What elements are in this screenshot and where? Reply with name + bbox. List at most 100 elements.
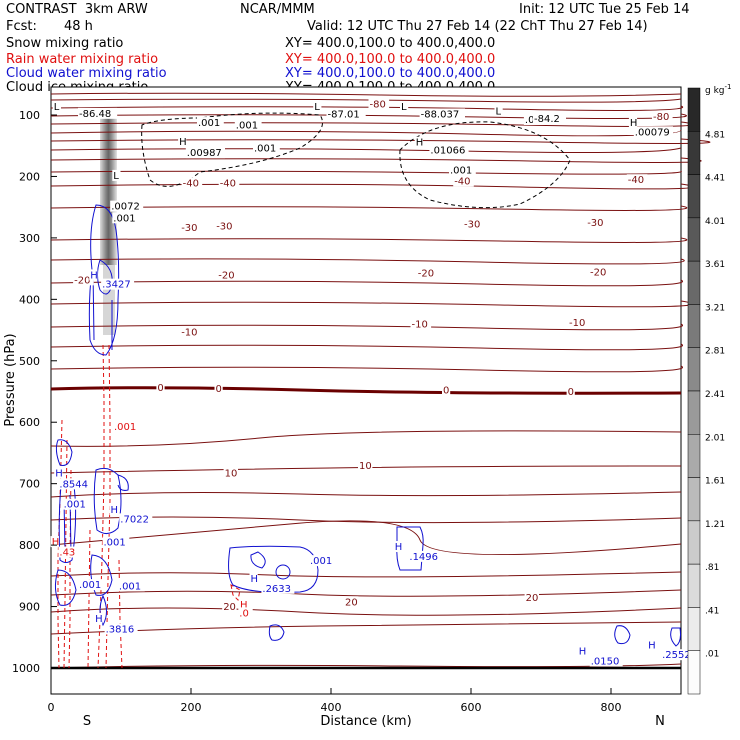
x-tick-label-3: 600 xyxy=(461,701,482,714)
temp-label-16: -10 xyxy=(569,318,585,329)
colorbar-box-7 xyxy=(687,390,701,435)
rain-water-label-4: .0 xyxy=(239,608,249,619)
ice-label-bg-13 xyxy=(253,142,280,154)
temp-label-bg-21 xyxy=(223,467,238,479)
colorbar-box-10 xyxy=(687,520,701,565)
y-tick-label-5: 600 xyxy=(19,416,40,429)
temp-label-3: -40 xyxy=(220,178,236,189)
ice-label-11: H xyxy=(179,137,187,148)
cloud-water-label-20: .2552 xyxy=(662,650,691,661)
field-name-cloud-water: Cloud water mixing ratio xyxy=(6,66,167,81)
cloud-water-label-7: .001 xyxy=(119,581,141,592)
ice-label-12: .00987 xyxy=(187,148,222,159)
cloud-water-label-bg-19 xyxy=(647,639,656,651)
ice-label-15: .01066 xyxy=(430,146,465,157)
temp-label-13: -20 xyxy=(590,267,606,278)
ice-label-5: -88.037 xyxy=(421,109,460,120)
cloud-water-label-bg-12 xyxy=(249,572,258,584)
cloud-water-label-14: .001 xyxy=(310,556,332,567)
org-label: NCAR/MMM xyxy=(240,2,315,17)
field-name-rain: Rain water mixing ratio xyxy=(6,52,159,67)
ice-label-bg-11 xyxy=(178,136,187,148)
colorbar-box-12 xyxy=(687,607,701,651)
cloud-water-label-bg-18 xyxy=(589,655,623,667)
cloud-water-label-bg-15 xyxy=(393,541,402,553)
colorbar-label-11: .41 xyxy=(705,606,719,616)
ice-label-18: .001 xyxy=(450,165,472,176)
ice-label-bg-7 xyxy=(494,105,503,117)
colorbar-box-11 xyxy=(687,563,701,608)
temp-label-20: 0 xyxy=(568,387,574,398)
colorbar-label-12: .01 xyxy=(705,650,719,660)
colorbar-box-1 xyxy=(687,131,701,175)
snow-shading xyxy=(100,115,117,265)
rain-water-label-1: H xyxy=(52,537,60,548)
temp-label-bg-20 xyxy=(566,386,575,398)
ice-label-7: L xyxy=(496,106,502,117)
colorbar-box-5 xyxy=(687,304,701,348)
ice-label-bg-8 xyxy=(533,112,566,124)
cloud-water-label-10: H xyxy=(90,270,98,281)
ice-label-bg-21 xyxy=(112,169,121,181)
ice-label-21: L xyxy=(113,171,119,182)
cloud-water-label-bg-11 xyxy=(101,278,135,290)
ice-label-bg-14 xyxy=(414,136,423,148)
ice-label-10: .001 xyxy=(236,121,258,132)
cloud-water-label-6: .001 xyxy=(79,580,101,591)
ice-label-bg-20 xyxy=(112,212,140,224)
cloud-water-label-bg-14 xyxy=(309,555,336,567)
forecast-label: Fcst: xyxy=(6,19,37,34)
temp-label-bg-17 xyxy=(156,381,165,393)
temp-label-2: -40 xyxy=(183,178,199,189)
temp-label-bg-2 xyxy=(181,177,203,189)
cloud-water-label-8: H xyxy=(95,614,103,625)
forecast-hour: 48 h xyxy=(64,19,93,34)
temp-label-6: -30 xyxy=(181,223,197,234)
y-tick-label-8: 900 xyxy=(19,601,40,614)
temp-label-22: 10 xyxy=(359,461,372,472)
field-xy-cloud-water: XY= 400.0,100.0 to 400.0,400.0 xyxy=(285,66,496,81)
y-tick-label-9: 1000 xyxy=(12,662,40,675)
rain-water-label-2: .43 xyxy=(59,548,75,559)
cloud-water-label-bg-10 xyxy=(89,269,98,281)
cloud-water-label-12: H xyxy=(251,574,259,585)
colorbar-label-1: 4.41 xyxy=(705,174,725,184)
temp-label-11: -20 xyxy=(218,270,234,281)
cloud-water-label-4: H xyxy=(111,505,119,516)
temp-label-21: 10 xyxy=(225,468,238,479)
rain-water-label-0: .001 xyxy=(114,422,136,433)
temp-label-17: 0 xyxy=(157,383,163,394)
ice-label-bg-10 xyxy=(234,119,262,131)
temp-label-bg-11 xyxy=(217,269,238,281)
colorbar-label-2: 4.01 xyxy=(705,217,725,227)
temp-label-19: 0 xyxy=(443,385,449,396)
colorbar-box-13 xyxy=(687,650,701,695)
colorbar-label-4: 3.21 xyxy=(705,303,725,313)
cloud-water-label-bg-17 xyxy=(577,645,586,657)
cloud-water-label-bg-20 xyxy=(661,649,695,661)
temp-label-14: -10 xyxy=(181,328,197,339)
temp-label-bg-24 xyxy=(344,596,359,608)
cloud-water-label-bg-0 xyxy=(54,467,63,479)
ice-snow-labels: L -86.48 L -87.01 L -88.037 .001 L -84.2 .001 .001… xyxy=(52,101,673,224)
colorbar-label-8: 1.61 xyxy=(705,477,725,487)
temp-label-bg-9 xyxy=(586,217,607,229)
ice-label-bg-9 xyxy=(197,117,224,129)
temp-label-bg-25 xyxy=(524,592,539,604)
rain-water-label-bg-2 xyxy=(58,546,79,558)
cloud-water-label-3: .001 xyxy=(104,538,126,549)
colorbar-box-3 xyxy=(687,217,701,262)
cloud-water-labels: H.8544.001.001H.7022.001.001H.3816H.3427… xyxy=(54,269,695,667)
colorbar-box-8 xyxy=(687,434,701,478)
temperature-labels: -80 -80 -40 -40 -40 -40 -30 -30 -30 -30 -20 -20 -20 -… xyxy=(73,98,673,613)
cloud-water-label-bg-9 xyxy=(104,623,138,635)
colorbar-label-10: .81 xyxy=(705,563,719,573)
temp-label-bg-7 xyxy=(215,220,236,232)
ice-label-19: .0072 xyxy=(111,202,140,213)
colorbar-label-3: 3.61 xyxy=(705,260,725,270)
field-xy-rain: XY= 400.0,100.0 to 400.0,400.0 xyxy=(285,52,496,67)
colorbar-box-2 xyxy=(687,174,701,219)
x-axis: 0 200 400 600 800 xyxy=(48,688,622,714)
cloud-water-label-16: .1496 xyxy=(409,552,438,563)
